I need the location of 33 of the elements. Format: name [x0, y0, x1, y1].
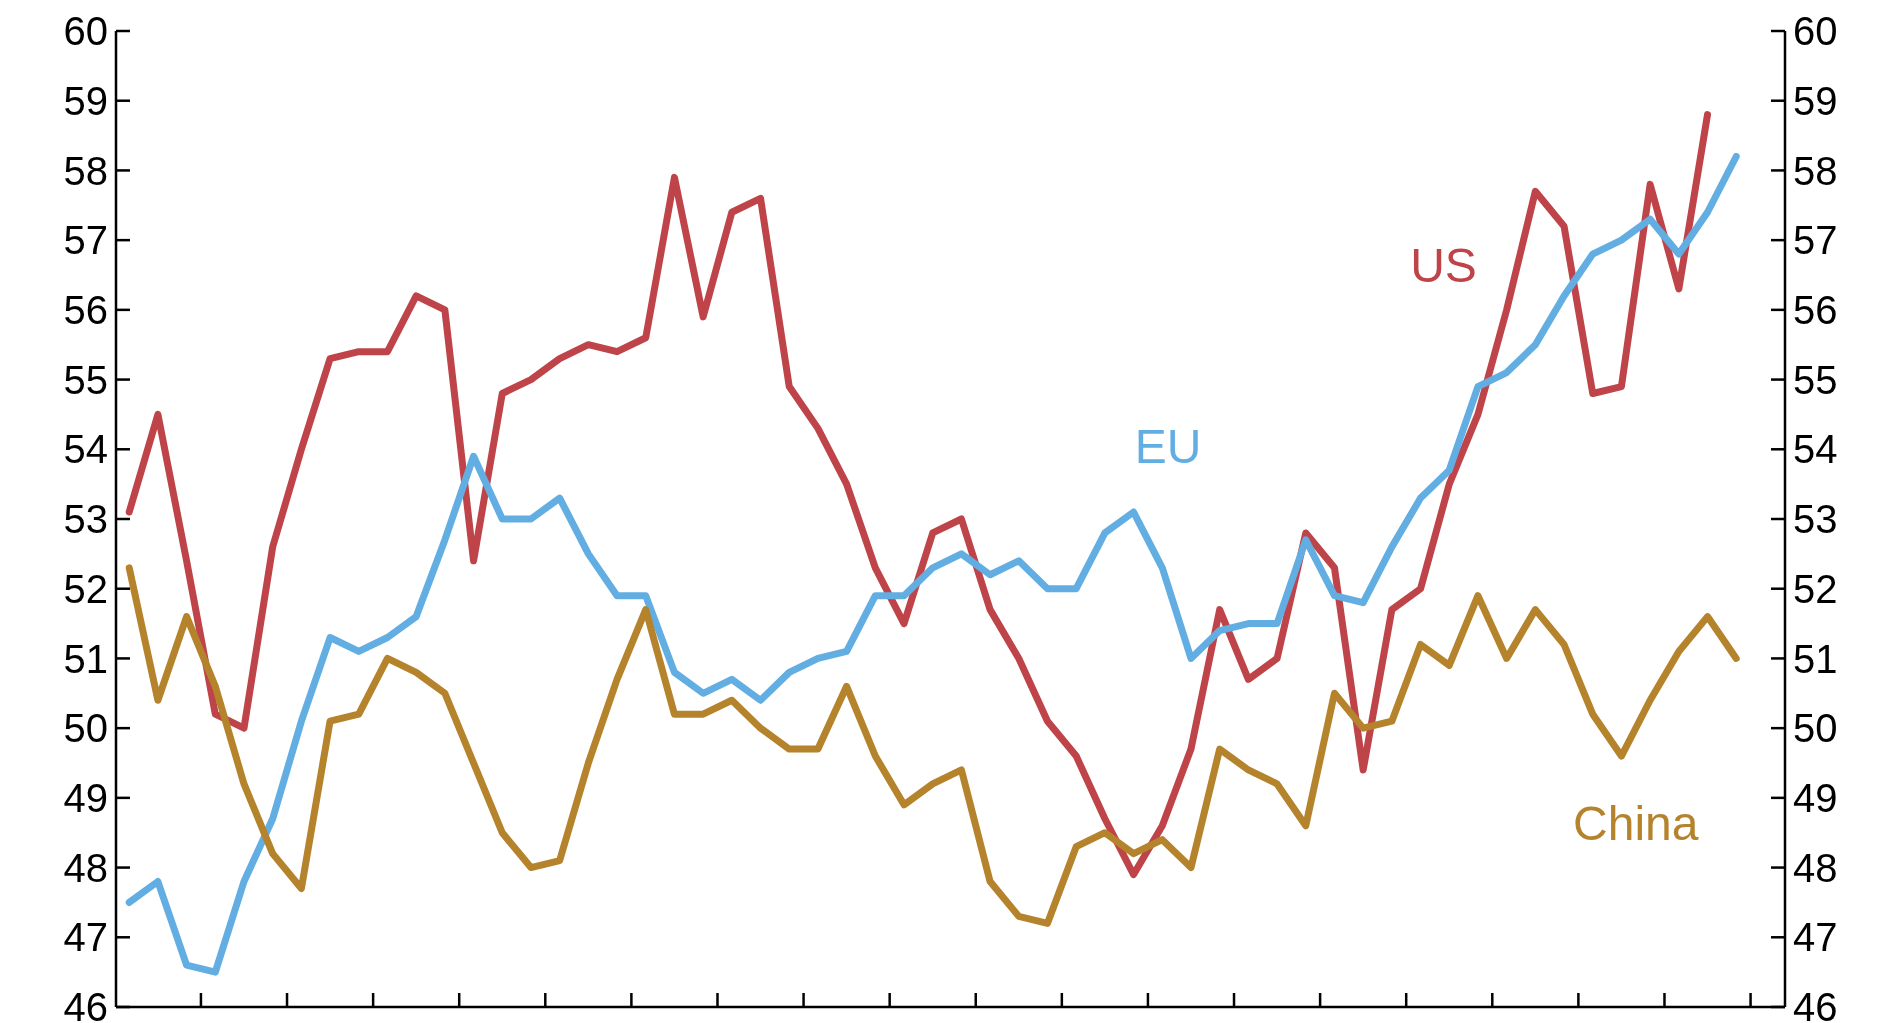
y2-tick-label: 49: [1793, 776, 1838, 821]
y-tick-label: 53: [63, 497, 108, 542]
y-tick-label: 47: [63, 915, 108, 960]
y-tick-label: 46: [63, 985, 108, 1023]
y2-tick-label: 54: [1793, 427, 1838, 472]
y2-tick-label: 60: [1793, 9, 1838, 54]
y-tick-label: 48: [63, 845, 108, 890]
y-tick-label: 60: [63, 9, 108, 54]
y2-tick-label: 51: [1793, 636, 1838, 681]
y2-tick-label: 46: [1793, 985, 1838, 1023]
y2-tick-label: 58: [1793, 148, 1838, 193]
y-tick-label: 55: [63, 357, 108, 402]
y-tick-label: 54: [63, 427, 108, 472]
series-label: China: [1573, 796, 1699, 850]
y2-tick-label: 47: [1793, 915, 1838, 960]
y-tick-label: 52: [63, 566, 108, 611]
y-tick-label: 51: [63, 636, 108, 681]
y2-tick-label: 48: [1793, 845, 1838, 890]
y-tick-label: 59: [63, 78, 108, 123]
y2-tick-label: 56: [1793, 288, 1838, 333]
y-tick-label: 58: [63, 148, 108, 193]
y2-tick-label: 59: [1793, 78, 1838, 123]
y2-tick-label: 50: [1793, 706, 1838, 751]
series-label: US: [1410, 239, 1477, 293]
y-tick-label: 57: [63, 218, 108, 263]
y-tick-label: 56: [63, 288, 108, 333]
y2-tick-label: 52: [1793, 566, 1838, 611]
y2-tick-label: 55: [1793, 357, 1838, 402]
y2-tick-label: 53: [1793, 497, 1838, 542]
y-tick-label: 49: [63, 776, 108, 821]
y2-tick-label: 57: [1793, 218, 1838, 263]
y-tick-label: 50: [63, 706, 108, 751]
series-label: EU: [1134, 420, 1202, 474]
